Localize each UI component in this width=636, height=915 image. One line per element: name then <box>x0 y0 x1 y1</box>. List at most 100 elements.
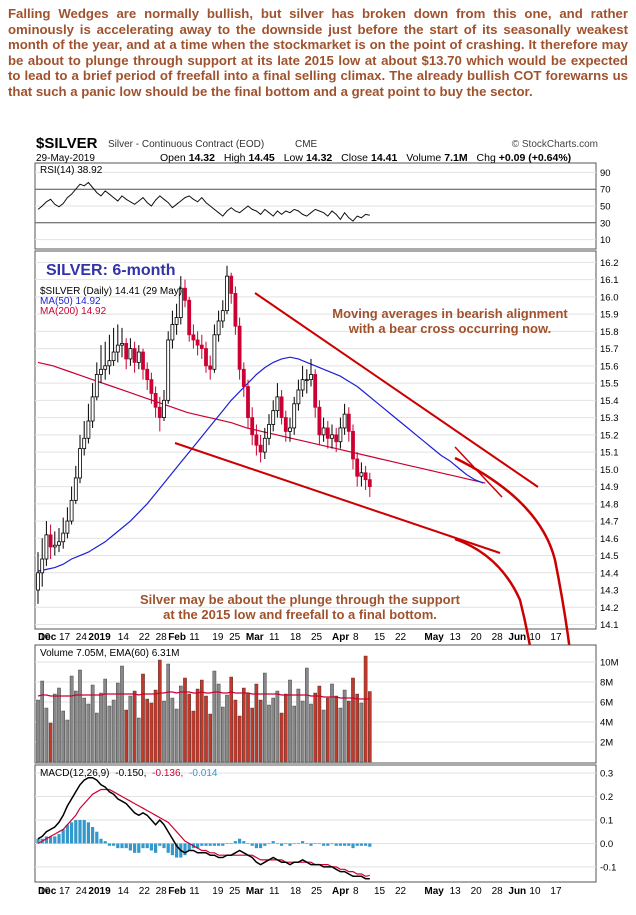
macd-histogram-bar <box>103 841 107 844</box>
annotation-ma-line-2: with a bear cross occurring now. <box>348 321 552 336</box>
volume-ema-line <box>37 691 370 700</box>
macd-histogram-bar <box>107 843 111 846</box>
x-tick-label: 17 <box>550 886 562 897</box>
volume-bar <box>342 689 347 763</box>
volume-bar <box>40 680 44 763</box>
candle-body <box>73 477 78 501</box>
annotation-support-line-2: at the 2015 low and freefall to a final … <box>163 607 437 622</box>
volume-bar <box>368 691 372 763</box>
candle-body <box>191 334 196 341</box>
volume-bar <box>69 675 74 763</box>
candle-body <box>115 344 120 353</box>
volume-bar <box>128 695 133 763</box>
volume-bar <box>78 669 82 763</box>
volume-bar <box>355 693 360 763</box>
x-tick-label: 19 <box>212 632 224 643</box>
macd-histogram-bar <box>309 843 313 846</box>
x-tick-label: 24 <box>76 886 88 897</box>
volume-bar <box>57 687 61 763</box>
rsi-tick-label: 90 <box>600 168 611 179</box>
candle-body <box>275 396 280 412</box>
ma50-line <box>37 356 484 572</box>
candle-body <box>178 287 183 318</box>
candle-body <box>107 360 112 367</box>
candle-body <box>128 348 133 360</box>
watermark: © StockCharts.com <box>512 139 598 150</box>
macd-histogram-bar <box>208 843 212 846</box>
volume-label: Volume 7.05M, EMA(60) 6.31M <box>40 648 180 659</box>
macd-histogram-bar <box>242 841 246 844</box>
x-tick-label: 22 <box>395 632 407 643</box>
rsi-tick-label: 50 <box>600 202 611 213</box>
volume-tick-label: 4M <box>600 718 613 729</box>
candle-body <box>212 334 217 370</box>
volume-tick-label: 6M <box>600 698 613 709</box>
volume-bar <box>363 655 368 763</box>
candle-body <box>65 520 70 534</box>
legend-ma200: MA(200) 14.92 <box>40 306 107 317</box>
volume-tick-label: 2M <box>600 738 613 749</box>
x-tick-label: 22 <box>139 632 151 643</box>
commentary-text: Falling Wedges are normally bullish, but… <box>8 6 628 99</box>
price-tick-label: 15.6 <box>600 361 619 372</box>
wedge-upper-trendline <box>254 292 539 488</box>
volume-bar <box>271 697 276 763</box>
volume-bar <box>338 707 343 763</box>
volume-panel: 10M 8M 6M 4M 2M Volume 7.05M, EMA(60) 6.31M <box>34 644 619 764</box>
candle-body <box>48 534 53 548</box>
volume-bar <box>166 663 171 763</box>
candle-body <box>61 532 66 543</box>
x-tick-label: 18 <box>290 632 302 643</box>
x-tick-label: Dec <box>38 632 57 643</box>
x-tick-label: 18 <box>290 886 302 897</box>
macd-histogram-bar <box>221 843 225 846</box>
ma200-line <box>37 361 486 484</box>
candle-body <box>90 396 95 422</box>
volume-bar <box>65 719 70 763</box>
candle-body <box>195 339 200 346</box>
x-tick-label: 10 <box>529 632 541 643</box>
macd-tick-label: 0.2 <box>600 792 613 803</box>
macd-histogram-bar <box>204 843 208 846</box>
macd-histogram-bar <box>225 843 229 845</box>
volume-tick-label: 8M <box>600 678 613 689</box>
price-tick-label: 14.4 <box>600 568 619 579</box>
macd-histogram-bar <box>120 843 124 849</box>
exchange-label: CME <box>295 139 318 150</box>
x-tick-label: 8 <box>353 886 359 897</box>
volume-bar <box>44 707 49 763</box>
macd-label: MACD(12,26,9) -0.150, -0.136, -0.014 <box>40 768 218 779</box>
x-tick-label: May <box>424 632 444 643</box>
macd-histogram-bar <box>263 843 267 846</box>
macd-tick-label: 0.1 <box>600 815 613 826</box>
volume-bar <box>225 694 229 763</box>
macd-histogram-bar <box>292 843 296 845</box>
volume-bar <box>145 698 150 763</box>
price-tick-label: 14.2 <box>600 603 619 614</box>
price-tick-label: 16.0 <box>600 292 619 303</box>
price-tick-label: 14.9 <box>600 482 619 493</box>
candle-body <box>292 403 297 429</box>
macd-histogram-bar <box>313 843 317 845</box>
candle-body <box>208 365 213 370</box>
candle-body <box>153 393 158 408</box>
macd-histogram-bar <box>91 827 95 844</box>
macd-histogram-bar <box>158 843 162 846</box>
x-tick-label: 25 <box>229 632 241 643</box>
x-tick-label: May <box>424 886 444 897</box>
candle-body <box>40 558 45 574</box>
x-tick-label: Mar <box>246 886 264 897</box>
candle-body <box>103 365 108 370</box>
x-tick-label: 2019 <box>88 632 111 643</box>
volume-bar <box>61 710 65 763</box>
x-tick-label: 10 <box>39 632 51 643</box>
x-tick-label: 11 <box>269 886 280 897</box>
candle-body <box>57 541 61 546</box>
volume-bar <box>212 670 217 763</box>
macd-histogram-bar <box>124 843 128 849</box>
volume-bar <box>141 673 145 763</box>
candle-body <box>124 343 129 360</box>
rsi-line <box>37 181 370 222</box>
candle-body <box>183 287 187 301</box>
x-tick-label: Mar <box>246 632 264 643</box>
